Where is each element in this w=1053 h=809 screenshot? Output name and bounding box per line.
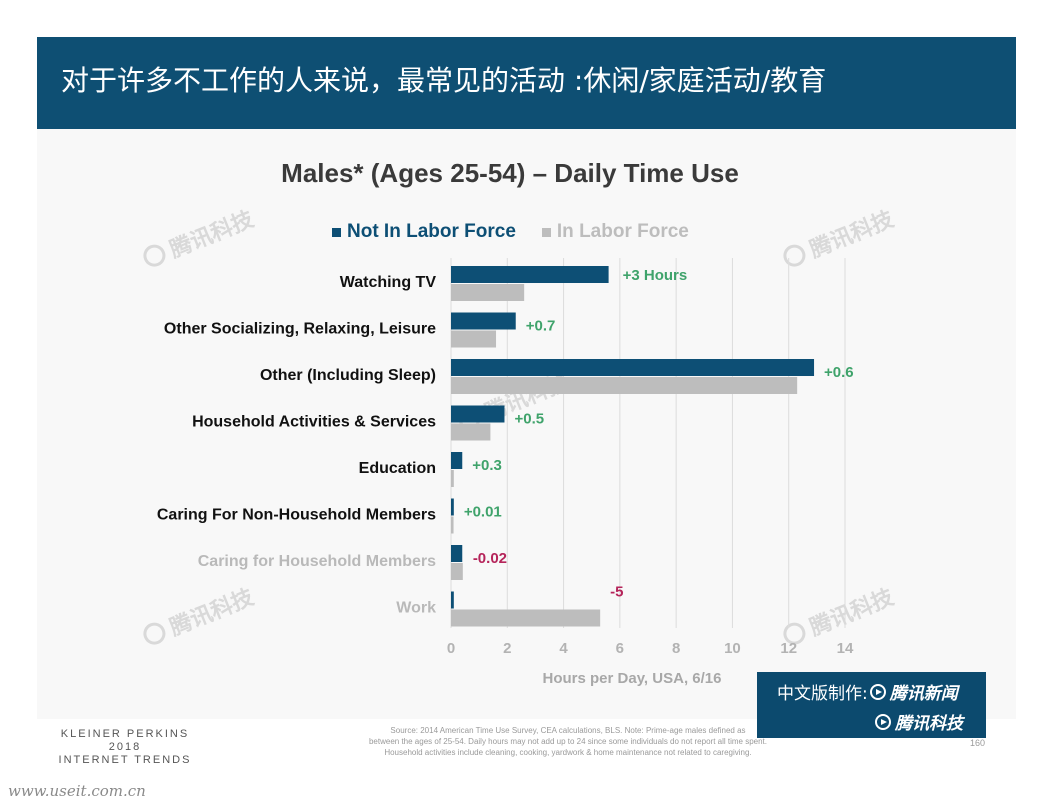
x-tick-label: 2 — [503, 640, 511, 657]
category-label: Watching TV — [340, 274, 437, 291]
logo-text: INTERNET TRENDS — [58, 754, 192, 766]
source-line: Source: 2014 American Time Use Survey, C… — [390, 726, 746, 735]
bar-not-in-labor-force — [451, 545, 463, 562]
bar-not-in-labor-force — [451, 452, 463, 469]
x-tick-label: 0 — [447, 640, 455, 657]
difference-label: +0.7 — [526, 318, 556, 335]
legend-swatch — [541, 227, 551, 237]
page-number: 160 — [970, 738, 986, 748]
credit-name: 腾讯新闻 — [889, 684, 958, 704]
legend-label: Not In Labor Force — [347, 221, 516, 242]
chart-legend: Not In Labor Force In Labor Force — [332, 220, 715, 244]
difference-label: -5 — [610, 584, 623, 601]
source-note: Source: 2014 American Time Use Survey, C… — [318, 725, 818, 758]
category-label: Other Socializing, Relaxing, Leisure — [164, 321, 436, 338]
category-label: Other (Including Sleep) — [260, 367, 436, 384]
x-tick-label: 12 — [780, 640, 797, 657]
bar-in-labor-force — [451, 377, 798, 394]
credit-box: 中文版制作: 腾讯新闻 腾讯科技 — [757, 672, 986, 738]
difference-label: +0.3 — [472, 457, 502, 474]
legend-item-in-labor-force: In Labor Force — [541, 221, 689, 243]
source-line: Household activities include cleaning, c… — [384, 748, 752, 757]
legend-swatch — [332, 227, 341, 237]
bar-not-in-labor-force — [451, 312, 516, 330]
bar-in-labor-force — [451, 330, 497, 348]
credit-prefix: 中文版制作: — [777, 684, 868, 704]
credit-name: 腾讯科技 — [895, 714, 963, 734]
bar-in-labor-force — [451, 284, 525, 301]
x-tick-label: 8 — [672, 640, 680, 657]
category-label: Caring For Non-Household Members — [157, 507, 436, 524]
x-tick-label: 14 — [837, 640, 854, 657]
bar-not-in-labor-force — [451, 266, 609, 283]
bar-not-in-labor-force — [451, 591, 454, 609]
difference-label: +0.01 — [464, 504, 502, 521]
header-bar: 对于许多不工作的人来说，最常见的活动 :休闲/家庭活动/教育 — [37, 37, 1016, 129]
category-label: Education — [359, 460, 436, 477]
category-label: Household Activities & Services — [192, 414, 436, 431]
bar-not-in-labor-force — [451, 405, 505, 423]
source-line: between the ages of 25-54. Daily hours m… — [368, 737, 767, 746]
x-tick-label: 4 — [559, 640, 568, 657]
x-tick-label: 10 — [724, 640, 741, 657]
bar-in-labor-force — [451, 609, 601, 627]
logo-text: 2018 — [108, 741, 142, 753]
bar-not-in-labor-force — [451, 498, 454, 516]
legend-item-not-in-labor-force: Not In Labor Force — [332, 221, 516, 243]
logo-text: KLEINER PERKINS — [60, 728, 190, 740]
bar-not-in-labor-force — [451, 359, 815, 376]
category-label: Work — [396, 600, 436, 617]
credit-line: 中文版制作: 腾讯新闻 — [777, 679, 958, 704]
tencent-news-icon — [869, 683, 886, 700]
site-url: www.useit.com.cn — [8, 782, 146, 800]
tencent-tech-icon — [875, 713, 891, 730]
bar-in-labor-force — [451, 516, 454, 534]
bar-in-labor-force — [451, 470, 454, 487]
kleiner-perkins-logo: KLEINER PERKINS 2018 INTERNET TRENDS — [50, 728, 200, 767]
chart-title: Males* (Ages 25-54) – Daily Time Use — [281, 158, 739, 188]
x-tick-label: 6 — [616, 640, 624, 657]
difference-label: +0.6 — [824, 364, 854, 381]
x-axis-label: Hours per Day, USA, 6/16 — [543, 670, 722, 687]
legend-label: In Labor Force — [556, 221, 689, 242]
page-title: 对于许多不工作的人来说，最常见的活动 :休闲/家庭活动/教育 — [61, 64, 827, 97]
credit-line: 腾讯科技 — [873, 709, 963, 734]
bar-in-labor-force — [451, 423, 491, 441]
difference-label: +0.5 — [514, 411, 544, 428]
difference-label: -0.02 — [473, 550, 507, 567]
category-label: Caring for Household Members — [198, 553, 436, 570]
difference-label: +3 Hours — [623, 267, 688, 284]
bar-in-labor-force — [451, 563, 463, 580]
